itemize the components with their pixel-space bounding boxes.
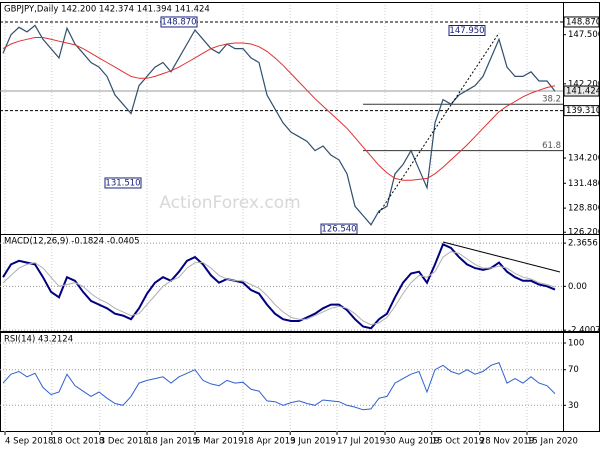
price-label-box — [563, 16, 600, 28]
panel-title: MACD(12,26,9) -0.1824 -0.0405 — [4, 237, 140, 247]
x-tick-label: 3 Jun 2019 — [290, 437, 336, 447]
annotation-box — [160, 16, 198, 28]
series-line — [2, 361, 556, 411]
y-tick-label: 131.480 — [568, 179, 600, 189]
y-tick-label: 142.200 — [568, 79, 600, 89]
y-tick-label: 134.200 — [568, 154, 600, 164]
x-tick-label: 4 Sep 2018 — [5, 437, 53, 447]
y-tick-label: 70 — [568, 365, 579, 375]
series-line — [2, 37, 556, 181]
annotation-label: 148.870 — [161, 17, 196, 27]
x-tick-label: 15 Oct 2019 — [432, 437, 485, 447]
y-tick-label: 2.3656 — [568, 239, 598, 249]
y-tick-label: 30 — [568, 401, 579, 411]
annotation-box — [448, 25, 486, 37]
series-line — [2, 24, 556, 226]
annotation-label: 126.540 — [321, 225, 356, 235]
x-tick-label: 18 Jan 2019 — [147, 437, 198, 447]
fib-label: 38.2 — [542, 95, 561, 105]
x-tick-label: 17 Jul 2019 — [337, 437, 385, 447]
price-label: 139.310 — [566, 106, 600, 116]
annotation-label: 131.510 — [105, 178, 140, 188]
x-tick-label: 15 Jan 2020 — [527, 437, 578, 447]
x-tick-label: 5 Mar 2019 — [195, 437, 243, 447]
y-tick-label: -2.4007 — [568, 326, 600, 336]
y-tick-label: 147.500 — [568, 30, 600, 40]
panel-title: RSI(14) 43.2124 — [4, 335, 73, 345]
x-tick-label: 3 Dec 2018 — [100, 437, 149, 447]
price-label: 141.424 — [566, 87, 600, 97]
y-tick-label: 128.800 — [568, 204, 600, 214]
price-label: 148.870 — [566, 17, 600, 27]
panel-frame — [0, 234, 600, 332]
x-tick-label: 30 Aug 2019 — [385, 437, 439, 447]
macd-trend-line — [442, 241, 561, 273]
y-tick-label: 126.200 — [568, 228, 600, 238]
series-line — [2, 242, 556, 330]
price-label-box — [563, 105, 600, 117]
y-tick-label: 0.00 — [568, 282, 587, 292]
watermark: ActionForex.com — [159, 193, 300, 213]
x-tick-label: 28 Nov 2019 — [480, 437, 534, 447]
x-tick-label: 18 Oct 2018 — [52, 437, 105, 447]
x-tick-label: 18 Apr 2019 — [243, 437, 296, 447]
y-tick-label: 100 — [568, 339, 584, 349]
annotation-box — [104, 177, 142, 189]
trend-line — [378, 32, 500, 214]
fib-label: 61.8 — [542, 141, 561, 151]
price-label-box — [563, 85, 600, 97]
annotation-label: 147.950 — [449, 26, 484, 36]
panel-title: GBPJPY,Daily 142.200 142.374 141.394 141… — [4, 5, 210, 15]
series-line — [2, 251, 556, 326]
